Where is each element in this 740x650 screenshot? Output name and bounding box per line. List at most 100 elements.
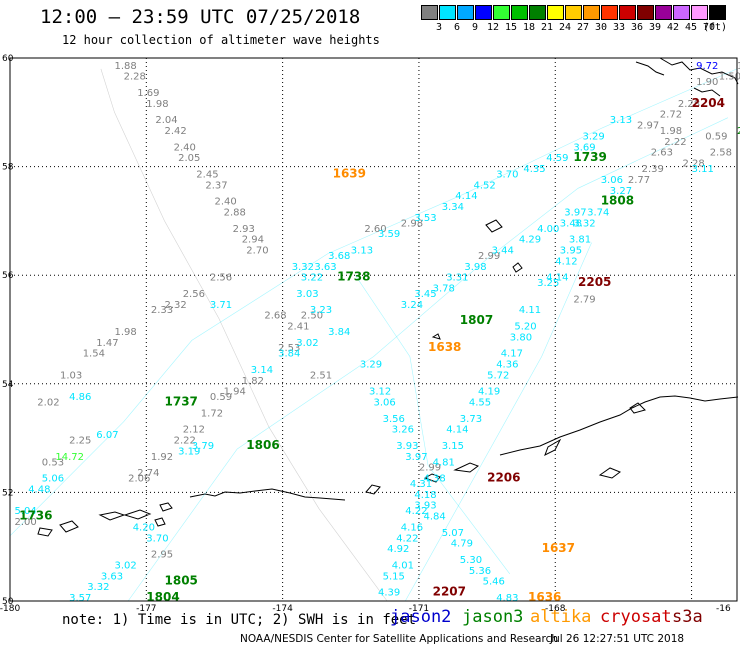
axis-labels: 60 58 56 54 52 50-180 -177 -174 -171 -168 -16 [0, 54, 731, 614]
wave-height-value: 3.32 [292, 262, 314, 273]
wave-height-value: 2.28 [124, 72, 146, 83]
wave-height-value: 2.58 [710, 148, 732, 159]
lon-tick-label: -177 [136, 604, 156, 614]
wave-height-value: 6.07 [96, 430, 118, 441]
pass-time-label: 1639 [333, 167, 366, 181]
wave-height-value: 2.37 [205, 180, 227, 191]
wave-height-value: 3.73 [460, 414, 482, 425]
wave-height-value: 4.01 [392, 560, 414, 571]
wave-height-value: 3.29 [360, 360, 382, 371]
legend-label: 6 [453, 22, 461, 33]
wave-height-value: 5.15 [383, 571, 405, 582]
track-line [355, 275, 511, 575]
wave-height-value: 4.81 [433, 457, 455, 468]
wave-height-value: 5.04 [15, 506, 37, 517]
wave-height-value: 2.99 [419, 463, 441, 474]
note-text: 1) Time is in UTC; 2) SWH is in feet [112, 612, 417, 628]
wave-height-value: 5.06 [42, 474, 64, 485]
wave-height-value: 1.98 [146, 99, 168, 110]
wave-height-value: 3.57 [69, 593, 91, 604]
pass-time-label: 1636 [528, 590, 561, 604]
wave-height-value: 2.33 [151, 305, 173, 316]
wave-height-value: 3.59 [378, 229, 400, 240]
altimeter-tracks [9, 68, 738, 602]
legend-swatch [691, 5, 708, 20]
wave-height-value: 3.13 [610, 115, 632, 126]
graticule [10, 58, 737, 601]
legend-label: 70 [702, 22, 716, 33]
lat-tick-label: 58 [2, 163, 14, 173]
wave-height-value: 3.25 [537, 278, 559, 289]
wave-height-value: 3.56 [383, 414, 405, 425]
wave-height-value: 3.70 [496, 170, 518, 181]
wave-height-value: 3.34 [442, 202, 464, 213]
wave-height-value: 4.48 [28, 484, 50, 495]
legend-swatch [421, 5, 438, 20]
wave-height-value: 4.31 [410, 479, 432, 490]
wave-height-value: 2.00 [15, 517, 37, 528]
wave-height-value: 3.97 [405, 452, 427, 463]
lat-tick-label: 52 [2, 488, 13, 498]
legend-label: 15 [504, 22, 518, 33]
wave-height-value: 4.00 [537, 224, 559, 235]
pass-time-label: 1737 [165, 395, 198, 409]
lon-tick-label: -171 [409, 604, 429, 614]
wave-height-value: 1.82 [242, 376, 264, 387]
wave-height-value: 1.03 [60, 370, 82, 381]
pass-time-label: 1804 [146, 590, 179, 604]
wave-height-value: 3.84 [278, 349, 300, 360]
footer-note: note: 1) Time is in UTC; 2) SWH is in fe… [62, 612, 416, 628]
wave-height-value: 4.92 [387, 544, 409, 555]
wave-height-value: 2.68 [264, 311, 286, 322]
wave-height-value: 4.18 [414, 490, 436, 501]
wave-height-value: 2.41 [287, 322, 309, 333]
wave-height-value: 4.84 [424, 512, 446, 523]
legend-label: 27 [576, 22, 590, 33]
coastline [37, 57, 739, 537]
wave-height-value: 1.47 [96, 338, 118, 349]
wave-height-value: 5.72 [487, 370, 509, 381]
legend-swatch [493, 5, 510, 20]
wave-height-value: 4.55 [469, 398, 491, 409]
legend-swatch [529, 5, 546, 20]
legend-swatch [475, 5, 492, 20]
wave-height-value: 3.98 [464, 262, 486, 273]
wave-height-value: 4.52 [474, 180, 496, 191]
wave-height-value: 0.53 [42, 457, 64, 468]
legend-label: 3 [435, 22, 443, 33]
wave-height-value: 1.94 [224, 387, 246, 398]
wave-height-value: 2.53 [278, 343, 300, 354]
track-line [100, 68, 388, 602]
wave-height-value: 3.81 [569, 235, 591, 246]
legend-label: 39 [648, 22, 662, 33]
wave-height-value: 2.22 [174, 436, 196, 447]
wave-height-value: 3.23 [310, 305, 332, 316]
legend-label: 12 [486, 22, 500, 33]
wave-height-value: 3.02 [115, 560, 137, 571]
track-line [9, 68, 738, 537]
wave-height-values: 1.882.281.691.982.042.422.402.052.452.37… [15, 61, 740, 604]
wave-height-value: 2.04 [155, 115, 177, 126]
wave-height-value: 2.51 [310, 370, 332, 381]
wave-height-value: 3.19 [178, 446, 200, 457]
wave-height-value: 3.29 [583, 131, 605, 142]
legend-label: 42 [666, 22, 680, 33]
wave-height-value: 2.99 [478, 251, 500, 262]
wave-height-value: 3.93 [396, 441, 418, 452]
wave-height-value: 3.24 [401, 300, 423, 311]
wave-height-value: 5.46 [483, 577, 505, 588]
wave-height-value: 3.11 [692, 164, 714, 175]
wave-height-value: 3.63 [314, 262, 336, 273]
pass-time-label: 1805 [165, 574, 198, 588]
wave-height-value: 2.56 [183, 289, 205, 300]
legend-swatch [583, 5, 600, 20]
pass-time-label: 2204 [692, 96, 725, 110]
wave-height-value: 2.40 [174, 142, 196, 153]
wave-height-value: 3.31 [446, 273, 468, 284]
wave-height-value: 3.45 [414, 289, 436, 300]
wave-height-value: 5.36 [469, 566, 491, 577]
wave-height-value: 0.59 [210, 392, 232, 403]
wave-height-value: 3.95 [560, 246, 582, 257]
wave-height-value: 4.35 [523, 164, 545, 175]
